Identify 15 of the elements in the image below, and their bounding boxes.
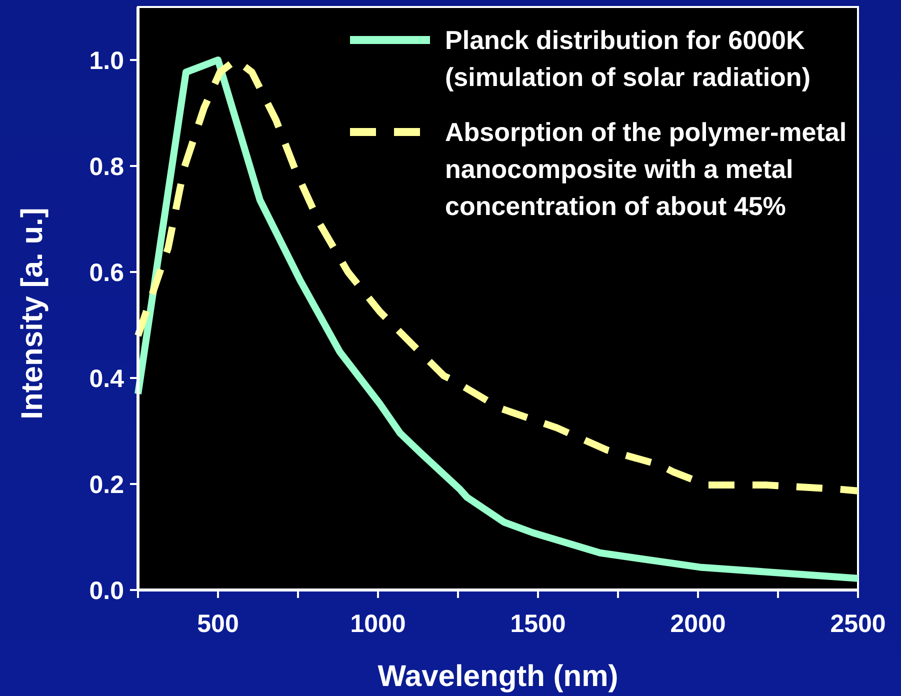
x-tick-label: 2000 [670, 610, 726, 638]
x-tick-label: 1500 [510, 610, 566, 638]
y-tick-label: 0.8 [89, 153, 124, 181]
y-axis-title: Intensity [a. u.] [16, 208, 49, 420]
x-tick-label: 1000 [350, 610, 406, 638]
legend-label: Planck distribution for 6000K (simulation of solar radiation) [445, 25, 810, 92]
x-tick-label: 500 [197, 610, 239, 638]
y-tick-label: 0.2 [89, 471, 124, 499]
x-axis-title: Wavelength (nm) [378, 660, 618, 693]
x-tick-label: 2500 [830, 610, 886, 638]
y-tick-label: 0.6 [89, 259, 124, 287]
y-tick-label: 1.0 [89, 47, 124, 75]
y-tick-label: 0.4 [89, 365, 124, 393]
y-tick-label: 0.0 [89, 577, 124, 605]
legend-label: Absorption of the polymer-metal nanocomposite with a metal concentration of about 45% [445, 117, 847, 221]
